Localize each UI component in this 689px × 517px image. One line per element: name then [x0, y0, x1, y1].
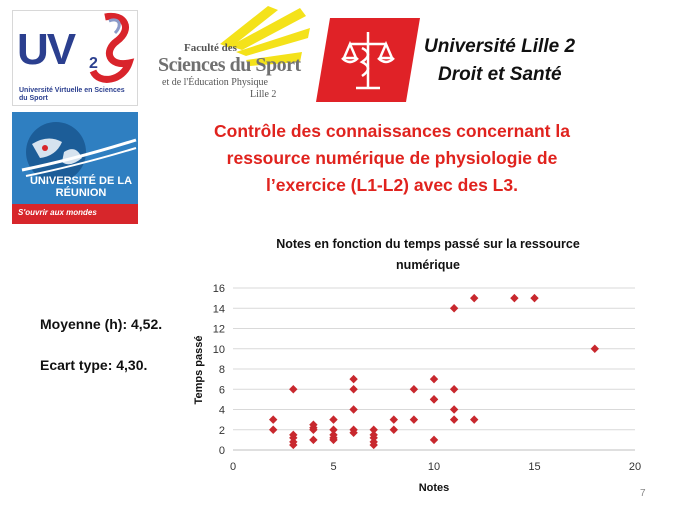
- faculty-logo: Faculté des Sciences du Sport et de l'Éd…: [150, 6, 310, 106]
- data-point: [429, 374, 439, 384]
- page-number: 7: [640, 488, 646, 499]
- mean-stat: Moyenne (h): 4,52.: [40, 316, 163, 332]
- data-point: [309, 435, 318, 445]
- uv2s-main-text: UV: [17, 25, 76, 74]
- data-point: [449, 385, 459, 394]
- data-point: [269, 415, 278, 424]
- data-point: [389, 415, 398, 424]
- x-tick-label: 20: [629, 461, 641, 473]
- faculty-line3: et de l'Éducation Physique: [162, 77, 268, 88]
- lille2-subtitle: Droit et Santé: [438, 64, 562, 85]
- data-point: [329, 425, 338, 434]
- x-tick-label: 0: [230, 461, 236, 473]
- data-point: [510, 293, 519, 303]
- data-point: [530, 293, 539, 303]
- data-point: [349, 405, 358, 414]
- data-point: [590, 344, 599, 353]
- data-point: [449, 415, 459, 424]
- data-point: [409, 415, 419, 424]
- lille2-emblem-icon: [316, 18, 420, 102]
- faculty-rays-icon: [220, 6, 310, 66]
- tick-layer: 0 2 4 6 8 10 12 14 16 0 5 10 15 20: [213, 283, 641, 473]
- faculty-line2: Sciences du Sport: [158, 54, 301, 76]
- x-tick-label: 10: [428, 461, 440, 473]
- faculty-line4: Lille 2: [250, 89, 277, 100]
- chart-title-line: numérique: [396, 258, 460, 272]
- y-tick-label: 6: [219, 384, 225, 396]
- data-point: [289, 440, 298, 450]
- stddev-stat: Ecart type: 4,30.: [40, 357, 148, 373]
- y-tick-label: 14: [213, 303, 225, 315]
- data-point: [289, 385, 298, 394]
- data-point: [369, 440, 378, 450]
- chart-title-line: Notes en fonction du temps passé sur la …: [276, 237, 580, 251]
- slide-title-line: Contrôle des connaissances concernant la: [214, 121, 570, 141]
- data-point: [349, 428, 358, 437]
- reunion-motto: S'ouvrir aux mondes: [18, 208, 97, 217]
- chart-svg: Notes en fonction du temps passé sur la …: [193, 237, 641, 494]
- data-point: [269, 425, 278, 434]
- x-tick-label: 15: [528, 461, 540, 473]
- data-point: [329, 415, 338, 424]
- reunion-name: UNIVERSITÉ DE LA RÉUNION: [29, 175, 133, 199]
- slide-title-line: ressource numérique de physiologie de: [226, 148, 558, 168]
- grid-layer: [233, 287, 635, 451]
- data-point: [449, 304, 459, 313]
- x-tick-label: 5: [330, 461, 336, 473]
- y-axis-label: Temps passé: [193, 336, 205, 405]
- slide-title: Contrôle des connaissances concernant la…: [172, 118, 612, 199]
- data-point: [329, 435, 338, 445]
- x-axis-label: Notes: [419, 482, 450, 494]
- data-point: [389, 425, 398, 434]
- data-point: [429, 395, 439, 404]
- data-point: [470, 415, 479, 424]
- reunion-globe-icon: [12, 112, 138, 224]
- reunion-logo: UNIVERSITÉ DE LA RÉUNION S'ouvrir aux mo…: [12, 112, 138, 224]
- y-tick-label: 0: [219, 445, 225, 457]
- data-point: [470, 293, 479, 303]
- point-layer: [269, 293, 599, 450]
- lille2-logo: Université Lille 2 Droit et Santé: [316, 18, 680, 102]
- y-tick-label: 12: [213, 324, 225, 336]
- lille2-name: Université Lille 2: [424, 36, 576, 57]
- data-point: [369, 425, 378, 434]
- faculty-line1: Faculté des: [184, 42, 237, 54]
- data-point: [409, 385, 419, 394]
- data-point: [429, 435, 439, 445]
- uv2s-sub-text: 2: [89, 55, 98, 72]
- slide-title-line: l’exercice (L1-L2) avec des L3.: [266, 175, 518, 195]
- data-point: [309, 423, 318, 432]
- uv2s-swoosh-icon: [89, 12, 135, 83]
- data-point: [449, 405, 459, 414]
- y-tick-label: 4: [219, 405, 225, 417]
- uv2s-logo: UV 2 Université Virtuelle en Sciences du…: [12, 10, 138, 106]
- y-tick-label: 8: [219, 364, 225, 376]
- data-point: [349, 374, 358, 384]
- data-point: [349, 385, 358, 394]
- y-tick-label: 2: [219, 425, 225, 437]
- y-tick-label: 16: [213, 283, 225, 295]
- uv2s-tagline: Université Virtuelle en Sciences du Spor…: [19, 87, 125, 102]
- y-tick-label: 10: [213, 344, 225, 356]
- scatter-chart: Notes en fonction du temps passé sur la …: [160, 228, 660, 498]
